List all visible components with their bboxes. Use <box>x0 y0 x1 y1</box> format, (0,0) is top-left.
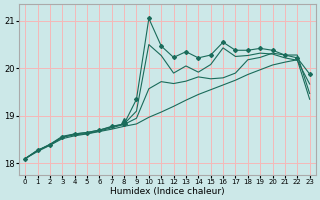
X-axis label: Humidex (Indice chaleur): Humidex (Indice chaleur) <box>110 187 225 196</box>
